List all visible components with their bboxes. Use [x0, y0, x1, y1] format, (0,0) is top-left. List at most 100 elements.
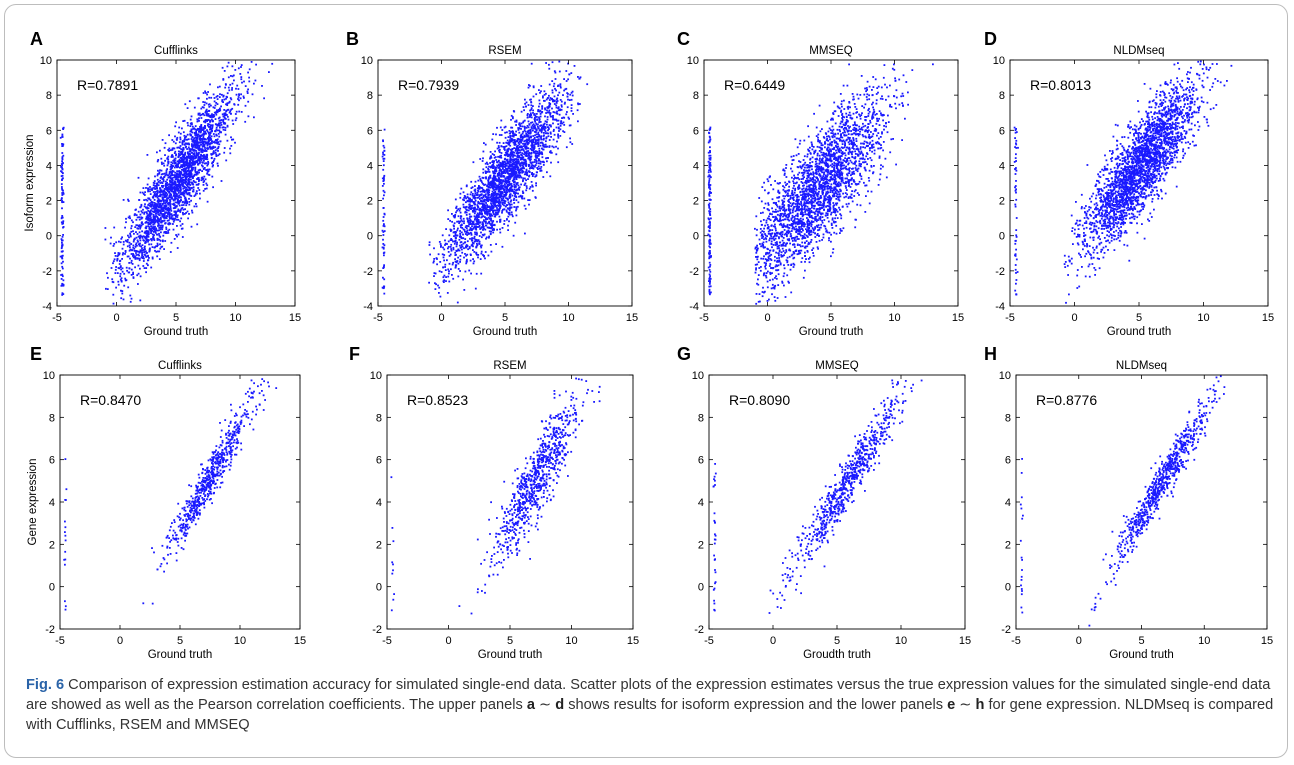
data-point	[493, 181, 495, 184]
data-point	[517, 147, 520, 150]
data-point	[464, 233, 467, 235]
data-point	[176, 235, 178, 238]
data-point	[533, 113, 535, 116]
data-point	[218, 143, 221, 146]
data-point	[491, 160, 494, 162]
data-point	[220, 131, 222, 133]
data-point	[456, 234, 459, 237]
data-point	[183, 170, 186, 172]
data-point	[501, 160, 504, 163]
data-point	[150, 243, 153, 246]
data-point	[552, 111, 555, 113]
data-point	[559, 99, 562, 101]
data-point	[534, 120, 536, 123]
data-point	[499, 182, 502, 185]
data-point	[130, 219, 133, 222]
data-point	[555, 100, 558, 103]
data-point	[495, 192, 498, 195]
data-point	[199, 131, 202, 133]
data-point	[541, 156, 544, 159]
data-point	[484, 218, 487, 221]
data-point	[184, 196, 187, 199]
data-point	[146, 215, 149, 218]
data-point	[202, 155, 205, 158]
data-point	[161, 203, 164, 205]
data-point	[129, 300, 132, 303]
data-point	[221, 126, 224, 129]
data-point	[552, 138, 555, 141]
data-point	[186, 156, 189, 159]
data-point	[535, 115, 537, 118]
data-point	[61, 275, 64, 278]
data-point	[132, 256, 135, 259]
data-point	[149, 211, 152, 214]
data-point	[60, 221, 63, 224]
data-point	[161, 220, 163, 222]
data-point	[234, 113, 237, 115]
data-point	[156, 221, 159, 224]
data-point	[212, 106, 215, 109]
data-point	[181, 141, 184, 144]
data-point	[160, 226, 162, 229]
data-point	[200, 141, 203, 144]
data-point	[130, 274, 133, 276]
data-point	[218, 129, 221, 132]
data-point	[247, 115, 250, 118]
data-point	[169, 193, 172, 195]
data-point	[188, 174, 191, 176]
data-point	[521, 190, 524, 193]
data-point	[509, 178, 511, 180]
data-point	[155, 195, 157, 198]
data-point	[147, 210, 150, 212]
data-point	[226, 115, 229, 118]
data-point	[168, 214, 171, 216]
data-point	[231, 82, 234, 85]
data-point	[140, 256, 143, 259]
correlation-annotation: R=0.7891	[77, 77, 138, 93]
data-point	[537, 145, 540, 147]
data-point	[172, 192, 175, 194]
data-point	[195, 155, 198, 158]
data-point	[515, 148, 517, 151]
data-point	[559, 85, 562, 87]
data-point	[188, 160, 191, 163]
data-point	[556, 119, 558, 122]
data-point	[481, 181, 483, 184]
data-point	[450, 238, 453, 240]
data-point	[173, 158, 176, 161]
data-point	[553, 103, 556, 105]
data-point	[470, 187, 473, 189]
data-point	[164, 207, 167, 209]
data-point	[548, 139, 551, 141]
data-point	[557, 119, 560, 122]
data-point	[187, 169, 190, 171]
data-point	[485, 196, 488, 198]
data-point	[501, 129, 504, 131]
data-point	[556, 97, 559, 100]
data-point	[217, 141, 220, 143]
data-point	[529, 147, 532, 150]
data-point	[155, 187, 157, 190]
data-point	[560, 105, 563, 108]
data-point	[437, 284, 439, 287]
data-point	[496, 141, 498, 144]
data-point	[143, 267, 146, 269]
data-point	[182, 211, 184, 214]
data-point	[484, 257, 486, 260]
data-point	[240, 111, 243, 113]
data-point	[508, 209, 511, 212]
data-point	[513, 190, 515, 193]
data-point	[195, 190, 198, 192]
data-point	[198, 179, 200, 181]
data-point	[510, 150, 513, 153]
data-point	[164, 217, 166, 219]
data-point	[223, 112, 226, 115]
data-point	[124, 277, 127, 280]
data-point	[531, 121, 534, 124]
data-point	[148, 219, 151, 222]
data-point	[171, 218, 174, 221]
data-point	[182, 194, 185, 196]
data-point	[61, 239, 63, 242]
data-point	[557, 136, 560, 139]
data-point	[173, 159, 175, 162]
